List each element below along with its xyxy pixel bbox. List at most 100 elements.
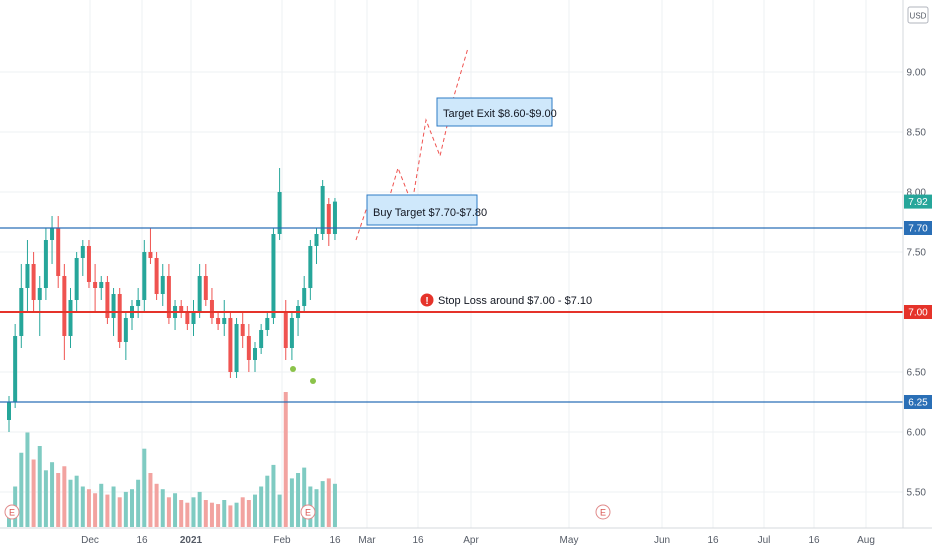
price-axis[interactable]: 9.00 8.50 8.00 7.50 7.00 6.50 6.00 5.50	[907, 68, 927, 499]
volume-bar	[185, 502, 190, 527]
time-axis[interactable]: Dec 16 2021 Feb 16 Mar 16 Apr May Jun 16 Jul 16 Aug	[81, 535, 875, 546]
volume-bar	[136, 479, 141, 527]
volume-bar	[240, 497, 245, 527]
candle-body	[289, 318, 294, 348]
candle-body	[234, 324, 239, 372]
earnings-marker-label: E	[9, 508, 15, 518]
candle-body	[86, 246, 91, 282]
alert-icon-glyph: !	[425, 296, 428, 307]
time-tick-label: Feb	[273, 535, 291, 546]
candle-body	[179, 306, 184, 312]
time-tick-label: May	[560, 535, 579, 546]
price-label-text: 7.70	[908, 224, 928, 235]
volume-bar	[130, 489, 134, 527]
volume-bar	[160, 489, 165, 527]
volume-bar	[209, 502, 214, 527]
volume-bar	[320, 481, 325, 527]
time-tick-label: Dec	[81, 535, 99, 546]
time-tick-label: Jun	[654, 535, 670, 546]
volume-bar	[37, 446, 42, 527]
candle-body	[31, 264, 36, 300]
candle-body	[105, 282, 110, 318]
currency-badge[interactable]: USD	[907, 6, 929, 24]
volume-bar	[302, 467, 307, 527]
stop-loss-label: Stop Loss around $7.00 - $7.10	[438, 295, 592, 307]
time-tick-label: 16	[808, 535, 820, 546]
stop-loss-note[interactable]: ! Stop Loss around $7.00 - $7.10	[420, 293, 593, 308]
candle-body	[56, 228, 61, 276]
time-tick-label: 16	[329, 535, 341, 546]
candle-body	[314, 234, 319, 246]
volume-bar	[191, 497, 196, 527]
price-tick-label: 8.00	[907, 188, 927, 199]
price-labels: 7.92 7.70 7.00 6.25	[904, 194, 932, 409]
volume-bar	[179, 500, 184, 527]
candle-body	[326, 204, 331, 234]
volume-bar	[246, 500, 251, 527]
price-label-box	[904, 221, 932, 235]
signal-dots	[290, 366, 316, 384]
price-tick-label: 6.00	[907, 428, 927, 439]
grid	[0, 0, 903, 528]
price-tick-label: 9.00	[907, 68, 927, 79]
target-exit-callout[interactable]: Target Exit $8.60-$9.00	[436, 97, 557, 127]
price-label-text: 6.25	[908, 398, 928, 409]
candle-body	[216, 318, 221, 324]
volume-bar	[277, 494, 282, 527]
volume-bar	[74, 475, 79, 527]
volume-bar	[68, 479, 73, 527]
candle-body	[222, 318, 227, 324]
volume-bar	[80, 486, 85, 527]
buy-target-callout[interactable]: Buy Target $7.70-$7.80	[366, 194, 487, 226]
candle-body	[283, 312, 288, 348]
volume-bar	[173, 493, 178, 527]
time-tick-label: Apr	[463, 535, 479, 546]
candle-body	[185, 312, 190, 324]
time-tick-label: 2021	[180, 535, 203, 546]
volume-bar	[99, 483, 104, 527]
volume-bar	[259, 486, 264, 527]
volume-bar	[314, 489, 319, 527]
candle-body	[68, 300, 73, 336]
earnings-marker-label: E	[305, 508, 311, 518]
price-label-box	[904, 395, 932, 409]
candle-body	[160, 276, 165, 294]
price-label-text: 7.92	[908, 197, 928, 208]
volume-bar	[203, 500, 208, 527]
candle-body	[308, 246, 313, 288]
price-tick-label: 7.50	[907, 248, 927, 259]
volume-bar	[93, 493, 98, 527]
price-label-box	[904, 305, 932, 319]
candle-body	[203, 276, 208, 300]
volume-bar	[111, 486, 116, 527]
volume-bar	[253, 494, 257, 527]
candle-body	[166, 276, 171, 318]
volume-bar	[283, 392, 288, 527]
volume-bar	[56, 473, 61, 527]
candlesticks	[7, 168, 337, 432]
time-tick-label: Jul	[758, 535, 771, 546]
candle-body	[271, 234, 276, 318]
earnings-marker[interactable]: E	[300, 504, 316, 520]
volume-bar	[123, 491, 128, 527]
candle-body	[154, 258, 159, 294]
time-tick-label: 16	[136, 535, 148, 546]
volume-bar	[154, 483, 159, 527]
candle-body	[136, 300, 141, 306]
candle-body	[80, 246, 85, 258]
time-tick-label: Mar	[358, 535, 376, 546]
horizontal-levels[interactable]	[0, 227, 903, 403]
candle-body	[240, 324, 245, 336]
time-tick-label: 16	[412, 535, 424, 546]
earnings-marker[interactable]: E	[4, 504, 20, 520]
volume-bar	[148, 473, 153, 527]
earnings-marker[interactable]: E	[595, 504, 611, 520]
candle-body	[43, 240, 48, 288]
candle-body	[13, 336, 18, 402]
candle-body	[209, 300, 214, 318]
candle-body	[246, 336, 251, 360]
volume-bar	[25, 432, 30, 527]
time-tick-label: 16	[707, 535, 719, 546]
candle-body	[320, 186, 325, 234]
